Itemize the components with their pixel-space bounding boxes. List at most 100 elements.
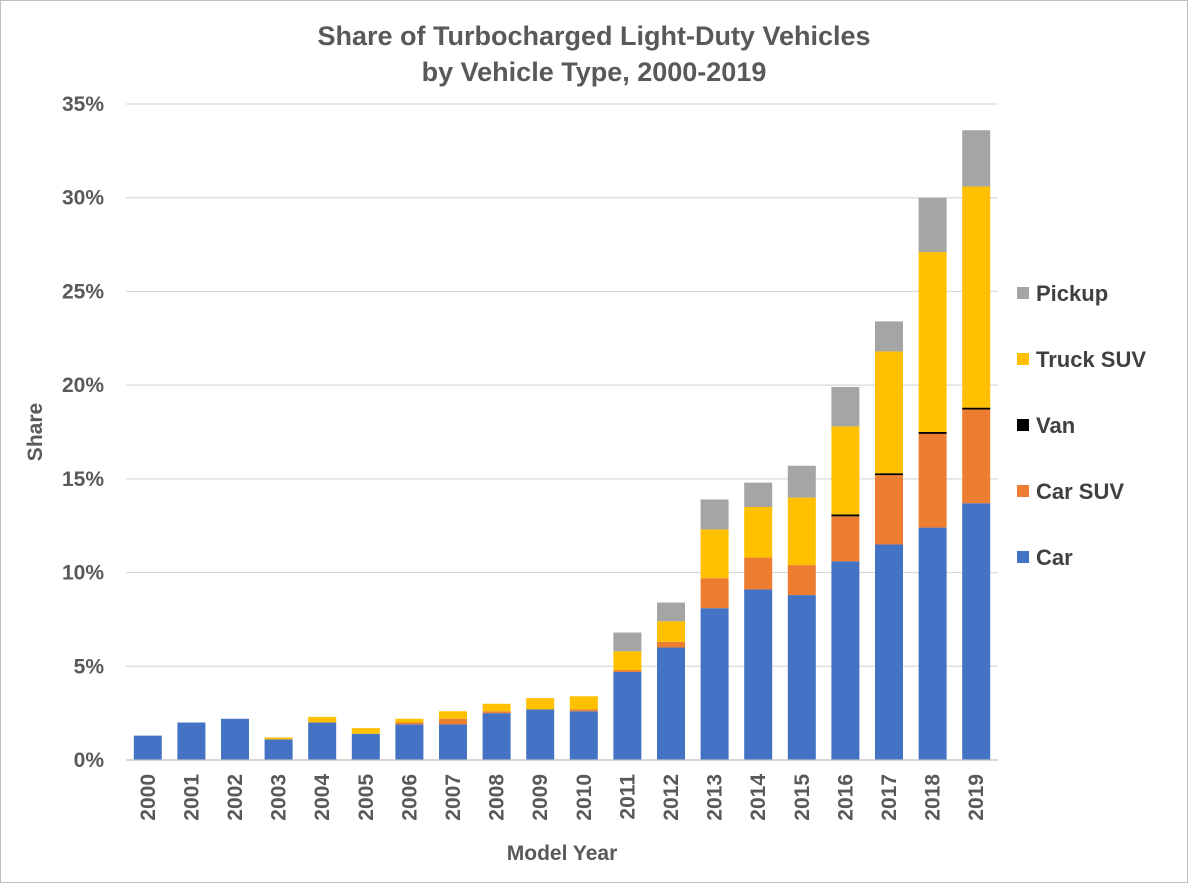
bar-car-suv-2013: [700, 578, 729, 609]
x-tick-label: 2010: [573, 774, 596, 821]
legend-label-car-suv: Car SUV: [1036, 479, 1124, 504]
x-tick-label: 2016: [834, 774, 857, 821]
bar-pickup-2011: [613, 632, 642, 652]
legend-swatch-car: [1017, 551, 1029, 563]
bar-pickup-2013: [700, 499, 729, 530]
bar-car-suv-2017: [875, 475, 903, 545]
bar-car-2011: [613, 671, 642, 760]
legend-label-pickup: Pickup: [1036, 281, 1108, 306]
x-tick-label: 2002: [224, 774, 247, 821]
chart-title: Share of Turbocharged Light-Duty Vehicle…: [317, 21, 870, 87]
bar-truck-suv-2005: [351, 728, 380, 734]
bar-car-2008: [482, 713, 511, 760]
bar-pickup-2015: [787, 465, 816, 498]
bar-truck-suv-2014: [744, 506, 773, 558]
bar-car-2017: [875, 544, 903, 760]
bar-pickup-2016: [831, 387, 860, 427]
bar-car-suv-2011: [613, 670, 642, 672]
bar-car-suv-2007: [439, 718, 467, 725]
legend: Pickup Truck SUV Van Car SUV Car: [1017, 281, 1146, 570]
bars: [133, 130, 991, 760]
bar-truck-suv-2004: [308, 716, 337, 723]
bar-car-2004: [308, 722, 337, 760]
legend-swatch-truck-suv: [1017, 353, 1029, 365]
y-tick-label: 0%: [74, 749, 105, 772]
bar-truck-suv-2006: [395, 718, 424, 723]
y-tick-label: 10%: [62, 562, 104, 585]
bar-pickup-2018: [918, 197, 947, 253]
legend-label-car: Car: [1036, 545, 1073, 570]
bar-car-2003: [264, 739, 293, 760]
bar-pickup-2012: [657, 602, 685, 622]
chart-title-line-1: Share of Turbocharged Light-Duty Vehicle…: [317, 21, 870, 51]
bar-car-suv-2012: [657, 641, 685, 648]
y-tick-label: 20%: [62, 374, 104, 397]
bar-van-2018: [918, 432, 947, 434]
x-tick-label: 2001: [180, 774, 203, 821]
bar-car-2016: [831, 561, 860, 760]
x-tick-label: 2009: [529, 774, 552, 821]
bar-car-2001: [177, 722, 206, 760]
bar-pickup-2014: [744, 482, 773, 507]
x-tick-label: 2011: [616, 774, 639, 820]
bar-truck-suv-2017: [875, 351, 903, 474]
y-axis-title: Share: [24, 403, 47, 461]
y-tick-label: 25%: [62, 280, 104, 303]
y-tick-label: 35%: [62, 93, 104, 116]
bar-pickup-2017: [875, 321, 903, 352]
bar-car-suv-2015: [787, 565, 816, 596]
bar-car-suv-2006: [395, 722, 424, 725]
bar-truck-suv-2013: [700, 529, 729, 579]
bar-car-2005: [351, 733, 380, 760]
bar-car-suv-2010: [569, 709, 598, 712]
bar-car-2007: [439, 724, 467, 760]
bar-truck-suv-2009: [526, 698, 555, 710]
bar-car-suv-2019: [962, 409, 991, 504]
x-axis: 2000 2001 2002 2003 2004 2005 2006 2007 2008 2009…: [126, 759, 998, 821]
x-tick-label: 2007: [442, 774, 465, 821]
x-tick-label: 2015: [791, 774, 814, 821]
x-tick-label: 2019: [965, 774, 988, 821]
legend-label-van: Van: [1036, 413, 1075, 438]
bar-car-2009: [526, 709, 555, 760]
bar-pickup-2019: [962, 130, 991, 187]
bar-truck-suv-2015: [787, 497, 816, 566]
y-axis: 0% 5% 10% 15% 20% 25% 30% 35%: [62, 93, 104, 772]
chart-title-line-2: by Vehicle Type, 2000-2019: [422, 57, 767, 87]
legend-swatch-van: [1017, 419, 1029, 431]
x-tick-label: 2006: [398, 774, 421, 821]
bar-truck-suv-2003: [264, 737, 293, 740]
gridlines: [126, 103, 998, 667]
bar-truck-suv-2008: [482, 703, 511, 712]
bar-car-2000: [133, 735, 162, 760]
bar-car-suv-2018: [918, 433, 947, 528]
bar-truck-suv-2010: [569, 696, 598, 710]
bar-van-2017: [875, 473, 903, 476]
bar-car-2010: [569, 711, 598, 760]
bar-truck-suv-2016: [831, 426, 860, 515]
bar-car-suv-2008: [482, 711, 511, 714]
x-tick-label: 2013: [704, 774, 727, 821]
x-tick-label: 2004: [311, 774, 334, 821]
bar-van-2016: [831, 514, 860, 517]
x-tick-label: 2005: [355, 774, 378, 821]
legend-swatch-pickup: [1017, 287, 1029, 299]
x-tick-label: 2012: [660, 774, 683, 821]
bar-car-suv-2016: [831, 516, 860, 562]
legend-swatch-car-suv: [1017, 485, 1029, 497]
bar-car-2018: [918, 527, 947, 760]
bar-truck-suv-2012: [657, 621, 685, 642]
bar-car-2006: [395, 724, 424, 760]
y-tick-label: 5%: [74, 655, 105, 678]
bar-car-suv-2014: [744, 557, 773, 590]
x-axis-title: Model Year: [507, 842, 618, 865]
bar-car-2002: [221, 718, 249, 760]
bar-truck-suv-2011: [613, 651, 642, 671]
bar-truck-suv-2019: [962, 186, 991, 408]
x-tick-label: 2000: [137, 774, 160, 821]
legend-label-truck-suv: Truck SUV: [1036, 347, 1146, 372]
bar-car-2019: [962, 503, 991, 760]
y-tick-label: 30%: [62, 187, 104, 210]
x-tick-label: 2017: [878, 774, 901, 821]
